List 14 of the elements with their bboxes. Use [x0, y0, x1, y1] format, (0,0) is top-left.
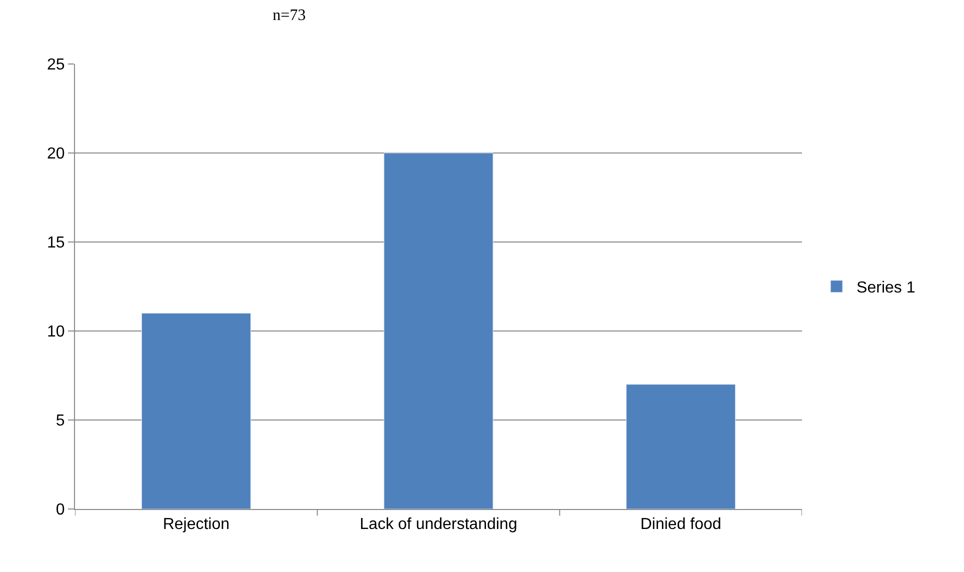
bar: [141, 312, 251, 509]
y-tick-label: 5: [56, 412, 65, 430]
bar: [626, 384, 736, 509]
x-tick-label: Dinied food: [640, 516, 722, 534]
chart-title: n=73: [272, 6, 306, 24]
y-tick-label: 0: [56, 502, 65, 519]
bar: [384, 152, 494, 509]
x-tick-label: Lack of understanding: [360, 516, 518, 534]
y-tick-label: 15: [47, 234, 65, 252]
y-tick-label: 25: [47, 56, 65, 74]
y-tick-label: 10: [47, 324, 65, 341]
legend-label: Series 1: [856, 280, 916, 297]
x-tick-label: Rejection: [162, 516, 230, 534]
y-tick-label: 20: [47, 146, 65, 163]
